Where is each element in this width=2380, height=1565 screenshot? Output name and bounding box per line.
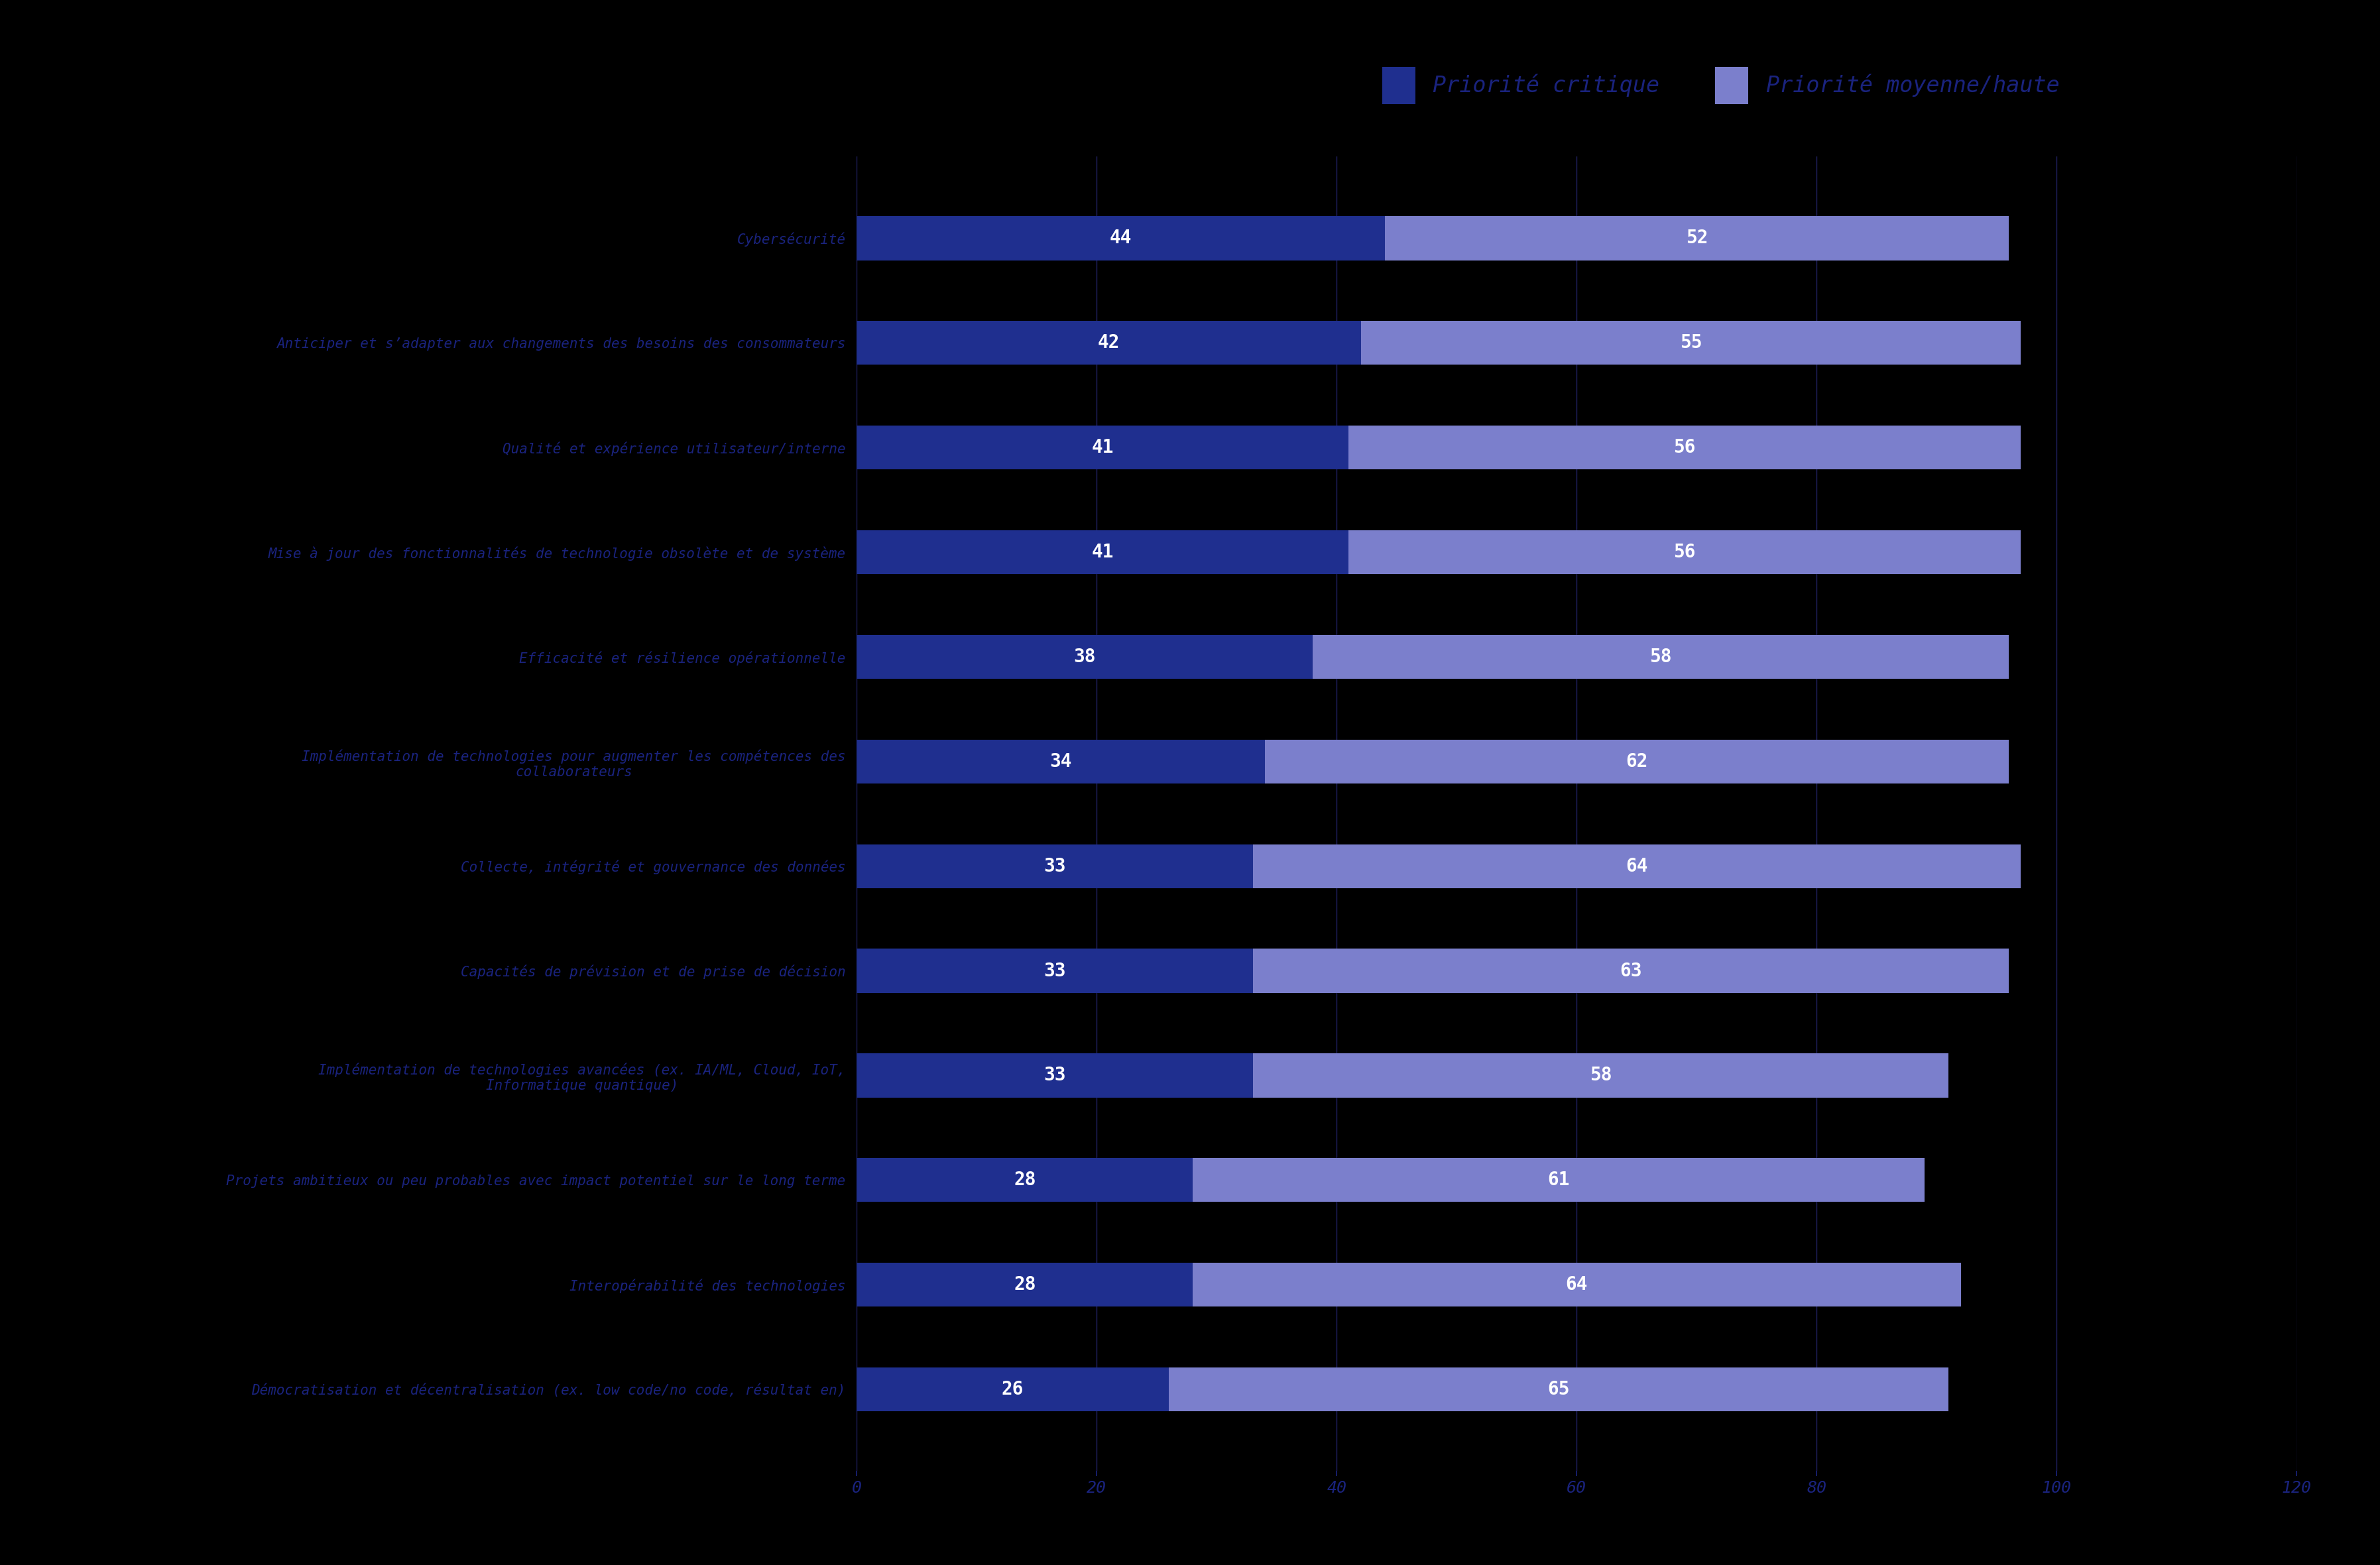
Bar <box>1361 321 2021 365</box>
Bar <box>1314 635 2009 679</box>
Text: 65: 65 <box>1547 1380 1571 1399</box>
Text: 61: 61 <box>1547 1171 1571 1189</box>
Bar <box>1192 1158 1925 1202</box>
Bar <box>857 216 1385 260</box>
Text: 62: 62 <box>1626 753 1647 770</box>
Bar <box>857 1368 1169 1412</box>
Text: 52: 52 <box>1685 228 1709 247</box>
Bar <box>1385 216 2009 260</box>
Bar <box>857 740 1264 784</box>
Text: 33: 33 <box>1045 961 1066 980</box>
Text: 42: 42 <box>1097 333 1121 352</box>
Bar <box>1169 1368 1949 1412</box>
Bar <box>1264 740 2009 784</box>
Text: 26: 26 <box>1002 1380 1023 1399</box>
Text: 55: 55 <box>1680 333 1702 352</box>
Text: 41: 41 <box>1092 438 1114 457</box>
Bar <box>857 426 1349 469</box>
Legend: Priorité critique, Priorité moyenne/haute: Priorité critique, Priorité moyenne/haut… <box>1371 56 2071 114</box>
Text: 63: 63 <box>1621 961 1642 980</box>
Bar <box>1252 948 2009 992</box>
Text: 33: 33 <box>1045 1066 1066 1085</box>
Text: 34: 34 <box>1050 753 1071 770</box>
Bar <box>857 1263 1192 1307</box>
Bar <box>857 635 1314 679</box>
Bar <box>857 1158 1192 1202</box>
Bar <box>1192 1263 1961 1307</box>
Text: 58: 58 <box>1649 648 1671 667</box>
Text: 58: 58 <box>1590 1066 1611 1085</box>
Text: 56: 56 <box>1673 438 1697 457</box>
Text: 64: 64 <box>1566 1275 1587 1294</box>
Text: 56: 56 <box>1673 543 1697 562</box>
Bar <box>1252 1053 1949 1097</box>
Bar <box>857 1053 1252 1097</box>
Text: 41: 41 <box>1092 543 1114 562</box>
Bar <box>1349 426 2021 469</box>
Text: 28: 28 <box>1014 1275 1035 1294</box>
Text: 38: 38 <box>1073 648 1095 667</box>
Text: 44: 44 <box>1109 228 1133 247</box>
Bar <box>1252 844 2021 887</box>
Bar <box>857 531 1349 574</box>
Text: 33: 33 <box>1045 858 1066 875</box>
Bar <box>857 844 1252 887</box>
Bar <box>1349 531 2021 574</box>
Text: 64: 64 <box>1626 858 1647 875</box>
Text: 28: 28 <box>1014 1171 1035 1189</box>
Bar <box>857 948 1252 992</box>
Bar <box>857 321 1361 365</box>
